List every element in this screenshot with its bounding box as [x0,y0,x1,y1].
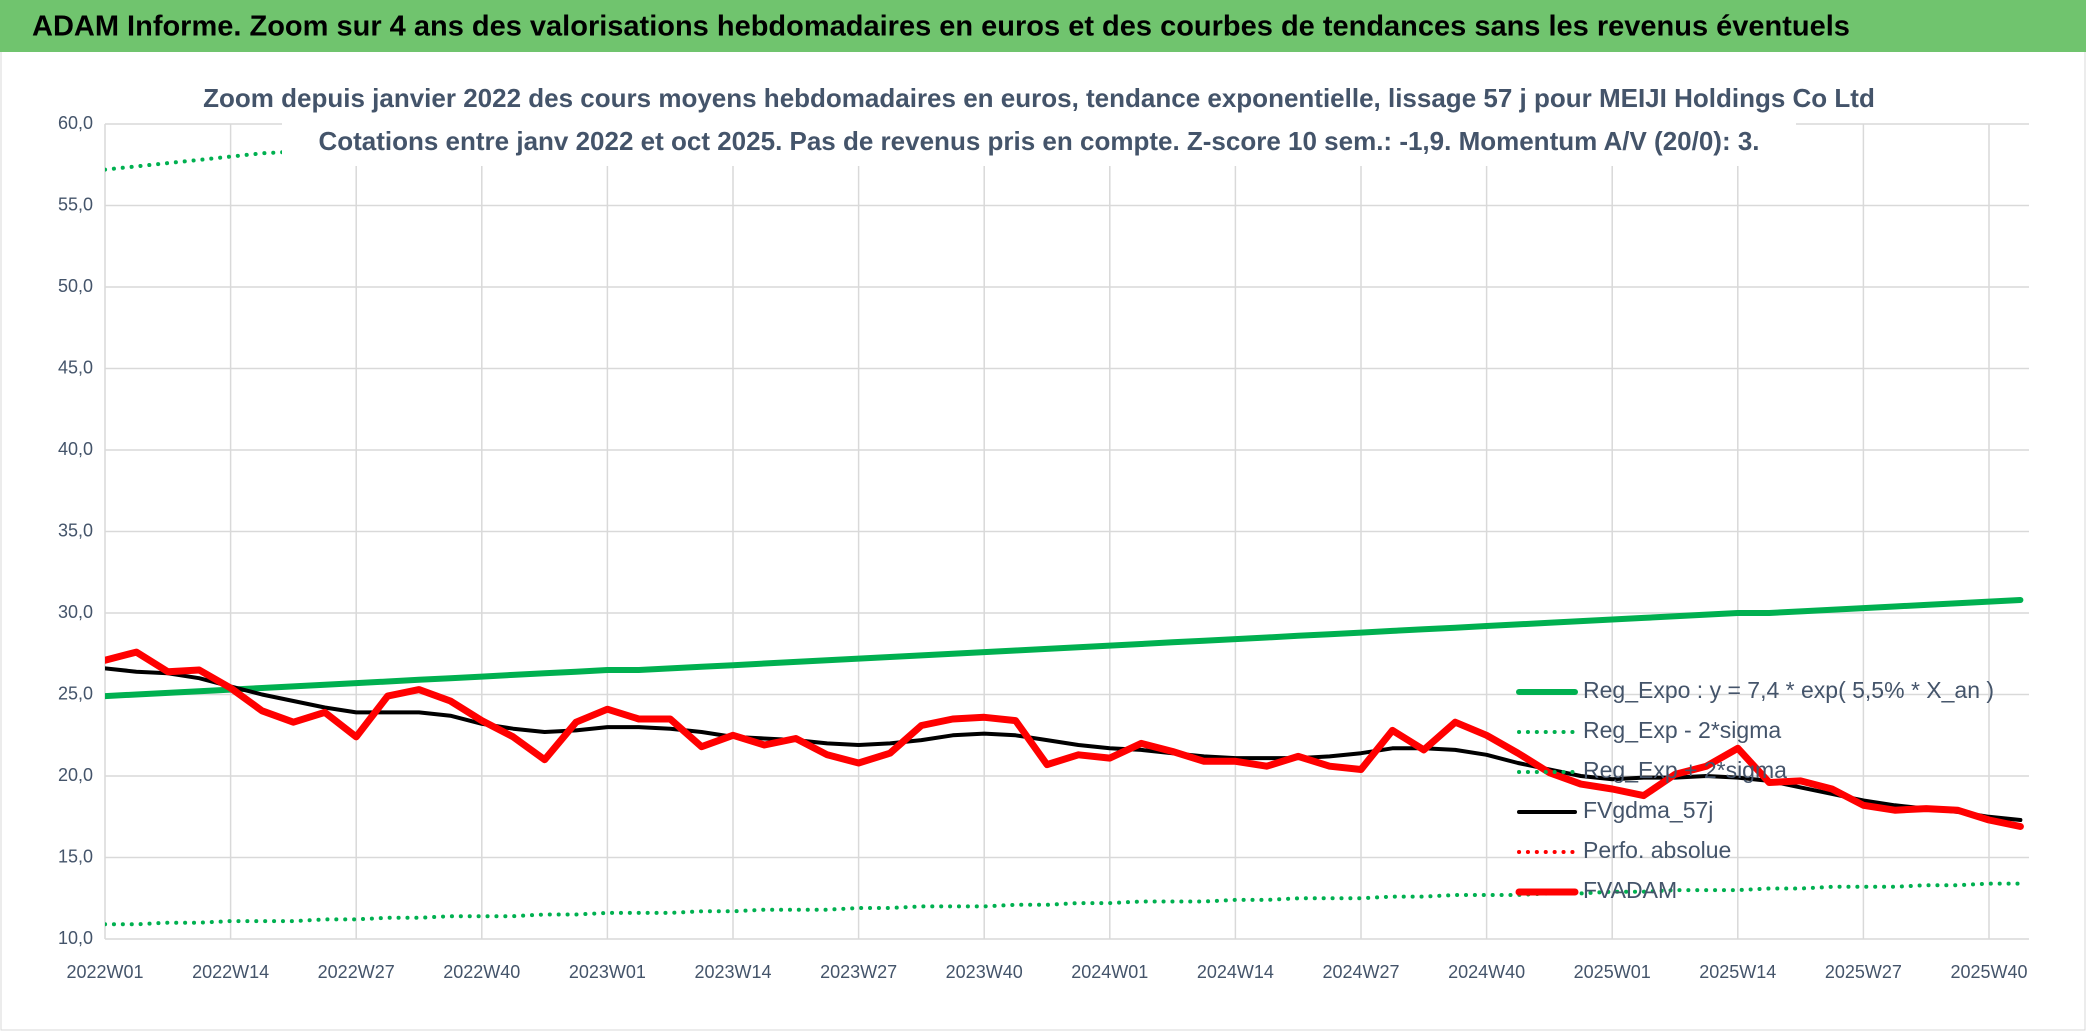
legend-label: Reg_Exp - 2*sigma [1583,717,1781,743]
x-tick-label: 2023W01 [569,962,646,982]
y-tick-label: 20,0 [58,765,93,785]
series-line [105,666,2023,822]
y-tick-label: 10,0 [58,928,93,948]
header-bar [0,0,2086,52]
series-line [105,881,2023,927]
x-tick-label: 2024W27 [1322,962,1399,982]
chart-subtitle: Cotations entre janv 2022 et oct 2025. P… [318,126,1759,156]
x-tick-label: 2022W01 [66,962,143,982]
x-tick-label: 2025W27 [1825,962,1902,982]
x-tick-label: 2022W40 [443,962,520,982]
x-tick-label: 2024W01 [1071,962,1148,982]
legend-label: Reg_Expo : y = 7,4 * exp( 5,5% * X_an ) [1583,677,1994,703]
series-line [105,648,2024,830]
y-tick-label: 30,0 [58,602,93,622]
y-tick-label: 35,0 [58,520,93,540]
y-tick-label: 60,0 [58,113,93,133]
x-tick-label: 2025W01 [1574,962,1651,982]
x-tick-label: 2025W40 [1950,962,2027,982]
title-box [282,74,1796,166]
x-tick-label: 2023W40 [946,962,1023,982]
legend-label: Perfo. absolue [1583,837,1731,863]
legend-label: Reg_Exp + 2*sigma [1583,757,1787,783]
x-tick-label: 2022W27 [318,962,395,982]
x-tick-label: 2025W14 [1699,962,1776,982]
y-tick-label: 45,0 [58,357,93,377]
y-tick-label: 40,0 [58,439,93,459]
x-tick-label: 2023W27 [820,962,897,982]
chart-title: Zoom depuis janvier 2022 des cours moyen… [203,83,1875,113]
series-line [105,597,2024,700]
y-tick-label: 55,0 [58,194,93,214]
legend-label: FVADAM [1583,877,1677,903]
x-tick-label: 2024W40 [1448,962,1525,982]
y-tick-label: 25,0 [58,683,93,703]
y-tick-label: 15,0 [58,846,93,866]
x-tick-label: 2024W14 [1197,962,1274,982]
legend-label: FVgdma_57j [1583,797,1713,823]
y-tick-label: 50,0 [58,276,93,296]
x-tick-label: 2022W14 [192,962,269,982]
header-title: ADAM Informe. Zoom sur 4 ans des valoris… [32,11,1850,43]
x-tick-label: 2023W14 [694,962,771,982]
